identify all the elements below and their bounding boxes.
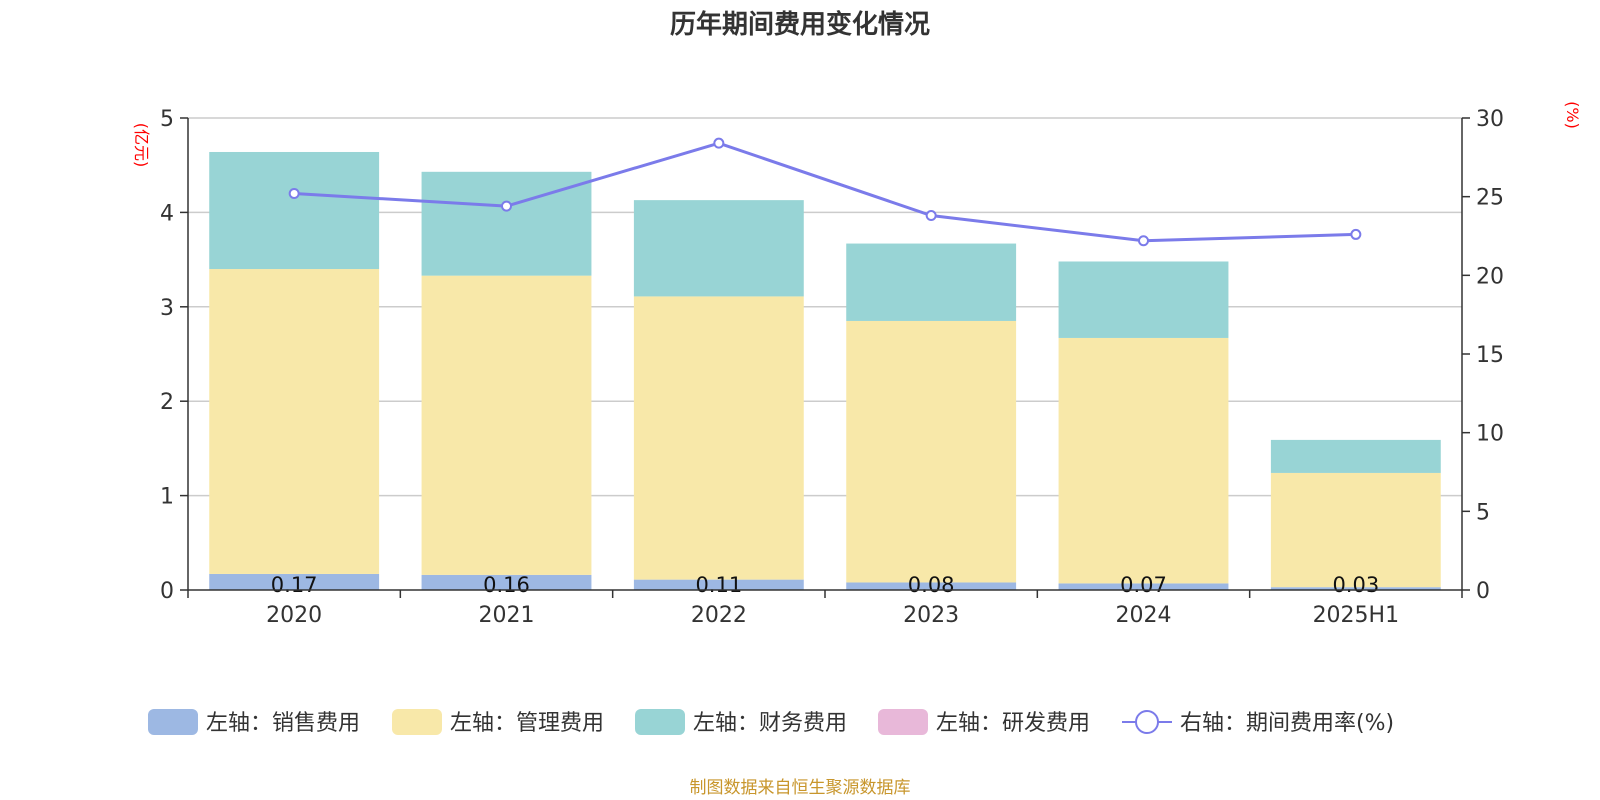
axes: 0 1 2 3 4 5 0 5 10 15 20 25 30 2020 2021 2022 2023 2024 20…	[160, 107, 1504, 628]
bar-segment	[846, 320, 1017, 583]
legend-swatch	[635, 709, 685, 735]
left-axis-tick-label: 4	[160, 201, 174, 226]
bar-segment	[846, 582, 1017, 590]
right-axis-tick-label: 10	[1476, 422, 1504, 447]
left-axis-tick-label: 0	[160, 579, 174, 604]
gridlines	[188, 117, 1462, 497]
bar-segment	[1270, 472, 1441, 588]
legend-swatch	[392, 709, 442, 735]
bar-segment	[1058, 337, 1229, 584]
bar-segment	[209, 151, 380, 270]
legend-label: 左轴：研发费用	[936, 711, 1090, 736]
rate-point	[925, 210, 937, 222]
bar-series	[209, 151, 1441, 590]
rate-line-series	[288, 137, 1362, 247]
left-axis-tick-label: 1	[160, 485, 174, 510]
right-axis-tick-label: 0	[1476, 579, 1490, 604]
x-axis-tick-label: 2025H1	[1313, 603, 1400, 628]
bar-segment	[209, 573, 380, 590]
right-axis-tick-label: 15	[1476, 343, 1504, 368]
right-axis-tick-label: 20	[1476, 264, 1504, 289]
rate-point	[501, 200, 512, 212]
bar-segment	[209, 269, 380, 574]
rate-point	[1350, 228, 1362, 240]
right-axis-tick-label: 25	[1476, 186, 1504, 211]
legend-label: 左轴：财务费用	[693, 711, 847, 736]
legend-label: 左轴：管理费用	[450, 711, 604, 736]
x-axis-tick-label: 2024	[1116, 603, 1172, 628]
left-axis-tick-label: 3	[160, 296, 174, 321]
x-axis-tick-label: 2022	[691, 603, 747, 628]
left-axis-tick-label: 5	[160, 107, 174, 132]
chart-title: 历年期间费用变化情况	[670, 9, 930, 40]
bar-data-label: 0.08	[908, 573, 955, 597]
rate-point	[1138, 235, 1149, 247]
bar-segment	[1058, 583, 1229, 590]
right-axis-tick-label: 30	[1476, 107, 1504, 132]
bar-segment	[633, 296, 804, 580]
left-axis-tick-label: 2	[160, 390, 174, 415]
rate-point	[713, 137, 725, 149]
bar-data-label: 0.17	[271, 573, 318, 597]
bar-segment	[421, 275, 592, 575]
x-axis-tick-label: 2021	[479, 603, 535, 628]
bar-data-label: 0.11	[695, 573, 742, 597]
right-axis-unit: (%)	[1563, 101, 1582, 129]
bar-segment	[1270, 439, 1441, 473]
legend: 左轴：销售费用 左轴：管理费用 左轴：财务费用 左轴：研发费用 右轴：期间费用率(%)	[148, 709, 1394, 736]
x-axis-tick-label: 2023	[903, 603, 959, 628]
bar-data-label: 0.03	[1332, 573, 1379, 597]
bar-segment	[846, 243, 1017, 321]
bar-labels: 0.17 0.16 0.11 0.08 0.07 0.03	[271, 573, 1379, 597]
left-axis-unit: (亿元)	[132, 123, 151, 168]
rate-point	[288, 188, 300, 200]
bar-segment	[633, 579, 804, 590]
data-source-note: 制图数据来自恒生聚源数据库	[690, 778, 911, 798]
legend-swatch	[148, 709, 198, 735]
legend-label: 左轴：销售费用	[206, 711, 360, 736]
bar-segment	[633, 200, 804, 297]
legend-label: 右轴：期间费用率(%)	[1180, 711, 1394, 736]
rate-line	[294, 141, 1356, 243]
x-axis-tick-label: 2020	[266, 603, 322, 628]
legend-swatch	[878, 709, 928, 735]
bar-data-label: 0.16	[483, 573, 530, 597]
legend-marker	[1135, 710, 1159, 734]
bar-segment	[1270, 587, 1441, 590]
bar-data-label: 0.07	[1120, 573, 1167, 597]
bar-segment	[1058, 261, 1229, 338]
right-axis-tick-label: 5	[1476, 500, 1490, 525]
bar-segment	[421, 574, 592, 590]
